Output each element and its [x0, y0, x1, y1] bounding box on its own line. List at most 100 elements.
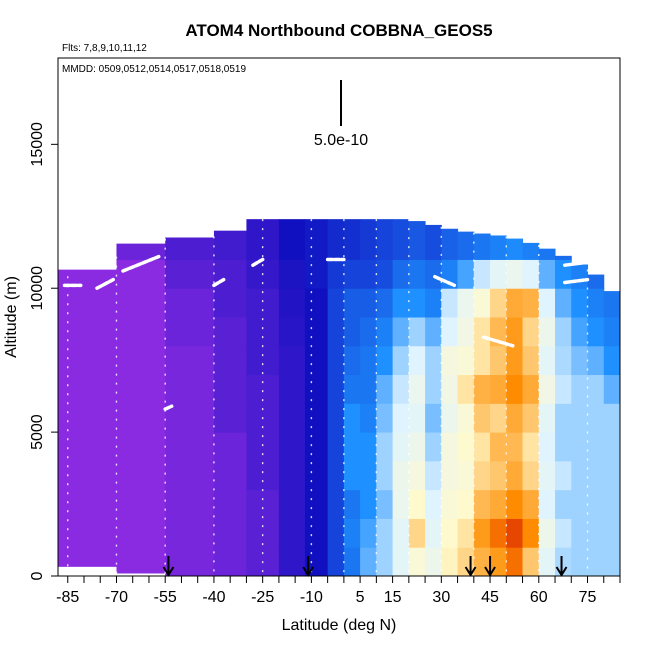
heatmap-cell [538, 374, 556, 404]
flight-track [212, 277, 226, 288]
heatmap-cell [376, 403, 394, 433]
heatmap-cell [425, 345, 442, 376]
heatmap-cell [376, 547, 394, 576]
heatmap-cell [246, 345, 280, 376]
heatmap-cell [587, 317, 605, 347]
heatmap-cell [425, 374, 442, 404]
heatmap-cell [571, 345, 589, 376]
heatmap-cell [441, 518, 459, 548]
heatmap-cell [538, 317, 556, 347]
y-axis-label: Altitude (m) [3, 276, 20, 358]
heatmap-cell [538, 432, 556, 462]
heatmap-cell [587, 547, 605, 576]
heatmap-cell [441, 432, 459, 462]
heatmap-cell [473, 317, 491, 347]
heatmap-cell [392, 259, 410, 289]
sounding-markers [162, 556, 568, 577]
heatmap-cell [555, 432, 572, 462]
heatmap-cell [571, 547, 589, 576]
heatmap-cell [538, 518, 556, 548]
heatmap-cell [555, 317, 572, 347]
heatmap-cell [327, 219, 345, 260]
heatmap-cell [571, 460, 589, 491]
heatmap-cell [506, 317, 524, 347]
heatmap-cell [457, 317, 475, 347]
x-tick-label: -85 [56, 589, 79, 606]
heatmap-cell [603, 460, 620, 491]
heatmap-cell [571, 518, 589, 548]
heatmap-cell [304, 518, 329, 548]
heatmap-cell [213, 317, 247, 347]
heatmap-cell [522, 432, 540, 462]
sounding-arrow-head [464, 566, 477, 577]
heatmap-cell [603, 547, 620, 576]
sounding-arrow-head [484, 566, 496, 577]
heatmap-cell [304, 403, 329, 433]
heatmap-cell [376, 317, 394, 347]
heatmap-cell [587, 288, 605, 318]
heatmap-cell [58, 374, 117, 404]
heatmap-cell [457, 518, 475, 548]
flight-track [563, 277, 590, 285]
heatmap-cell [116, 243, 166, 260]
heatmap-cell [392, 288, 410, 318]
heatmap-cell [506, 288, 524, 318]
heatmap-cell [587, 489, 605, 519]
heatmap-cell [246, 374, 280, 404]
heatmap-cell [392, 432, 410, 462]
heatmap-cell [58, 432, 117, 462]
heatmap-cell [408, 547, 426, 576]
heatmap-cell [165, 288, 215, 318]
heatmap-cell [165, 374, 215, 404]
heatmap-cell [555, 547, 572, 576]
heatmap-cell [392, 518, 410, 548]
heatmap-cell [457, 403, 475, 433]
heatmap-cell [376, 432, 394, 462]
heatmap-cell [538, 288, 556, 318]
heatmap-cell [457, 288, 475, 318]
heatmap-cell [360, 317, 377, 347]
flight-profiles [67, 219, 589, 576]
flight-track [121, 254, 161, 273]
heatmap-cell [538, 248, 556, 260]
heatmap-cell [441, 317, 459, 347]
y-axis: 0 5000 10000 15000 [29, 122, 58, 580]
heatmap-cell [555, 345, 572, 376]
heatmap-cell [490, 259, 507, 289]
heatmap-cell [165, 237, 215, 260]
heatmap-cell [327, 345, 345, 376]
heatmap-cell [522, 518, 540, 548]
heatmap-cell [587, 518, 605, 548]
heatmap-cell [425, 224, 442, 260]
heatmap-cell [425, 460, 442, 491]
heatmap-cell [490, 374, 507, 404]
heatmap-cell [457, 374, 475, 404]
x-tick-label: -55 [154, 589, 177, 606]
dates-note: MMDD: 0509,0512,0514,0517,0518,0519 [62, 64, 246, 75]
heatmap-cell [213, 547, 247, 576]
heatmap-cell [392, 547, 410, 576]
y-tick-label: 10000 [29, 266, 46, 311]
heatmap-cell [571, 432, 589, 462]
heatmap-cell [522, 403, 540, 433]
heatmap-cell [304, 547, 329, 576]
heatmap-cell [213, 460, 247, 491]
heatmap-cell [376, 345, 394, 376]
heatmap-cell [603, 374, 620, 404]
heatmap-cell [425, 518, 442, 548]
heatmap-cell [506, 432, 524, 462]
scale-bar-label: 5.0e-10 [314, 132, 368, 149]
heatmap-cell [58, 288, 117, 318]
heatmap-cell [116, 518, 166, 548]
heatmap-cell [522, 317, 540, 347]
heatmap-cell [246, 317, 280, 347]
heatmap-cell [392, 317, 410, 347]
heatmap-cell [304, 374, 329, 404]
heatmap-cell [587, 403, 605, 433]
heatmap-cell [116, 547, 166, 574]
heatmap-cell [408, 489, 426, 519]
heatmap-cell [304, 259, 329, 289]
heatmap-cell [441, 374, 459, 404]
heatmap-cell [506, 547, 524, 576]
